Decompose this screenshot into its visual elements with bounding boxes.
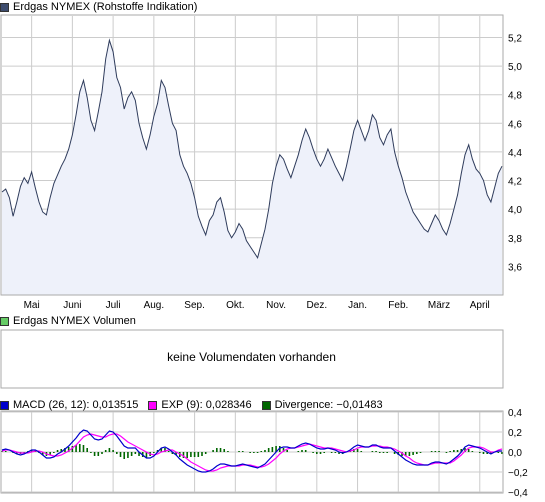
price-xtick-label: Nov. bbox=[266, 300, 286, 311]
price-ytick-label: 3,6 bbox=[508, 262, 522, 273]
macd-ytick-label: −0,4 bbox=[508, 488, 528, 499]
price-xtick-label: Aug. bbox=[144, 300, 165, 311]
price-ytick-label: 4,0 bbox=[508, 205, 522, 216]
macd-line bbox=[1, 429, 502, 473]
volume-legend-swatch bbox=[0, 316, 9, 326]
price-line bbox=[1, 38, 503, 260]
price-xtick-label: Juli bbox=[106, 300, 121, 311]
price-ytick-label: 4,8 bbox=[508, 91, 522, 102]
macd-ytick-label: 0,0 bbox=[508, 448, 522, 459]
price-ytick-label: 5,0 bbox=[508, 62, 522, 73]
price-chart: 5,2 5,0 4,8 4,6 4,4 4,2 4,0 3,8 3,6 Mai Juni Juli A… bbox=[0, 14, 522, 311]
volume-legend: Erdgas NYMEX Volumen bbox=[0, 314, 136, 328]
price-xtick-label: Sep. bbox=[184, 300, 205, 311]
macd-label: MACD (26, 12): 0,013515 bbox=[13, 399, 139, 411]
macd-plot-frame bbox=[0, 410, 504, 494]
exp-swatch bbox=[148, 400, 158, 410]
exp-label: EXP (9): 0,028346 bbox=[161, 399, 252, 411]
exp-line bbox=[1, 433, 503, 472]
macd-legend: MACD (26, 12): 0,013515 EXP (9): 0,02834… bbox=[0, 398, 393, 412]
macd-legend-item: MACD (26, 12): 0,013515 bbox=[0, 399, 138, 411]
price-xtick-label: Mai bbox=[24, 300, 40, 311]
volume-empty-message: keine Volumendaten vorhanden bbox=[167, 350, 336, 364]
price-legend-swatch bbox=[0, 2, 9, 12]
price-legend-label: Erdgas NYMEX (Rohstoffe Indikation) bbox=[13, 1, 198, 13]
price-plot-frame bbox=[0, 14, 504, 296]
macd-swatch bbox=[0, 400, 9, 410]
volume-chart bbox=[0, 329, 504, 389]
price-xtick-label: Dez. bbox=[307, 300, 328, 311]
price-xtick-label: März bbox=[428, 300, 450, 311]
price-xtick-label: Juni bbox=[63, 300, 81, 311]
price-ytick-label: 4,4 bbox=[508, 148, 522, 159]
price-ytick-label: 3,8 bbox=[508, 234, 522, 245]
macd-ytick-label: 0,4 bbox=[508, 408, 522, 419]
price-area bbox=[2, 40, 502, 295]
price-xtick-label: Feb. bbox=[388, 300, 408, 311]
price-ytick-label: 5,2 bbox=[508, 33, 522, 44]
exp-legend-item: EXP (9): 0,028346 bbox=[148, 399, 252, 411]
volume-legend-label: Erdgas NYMEX Volumen bbox=[13, 315, 136, 327]
divergence-label: Divergence: −0,01483 bbox=[274, 399, 383, 411]
price-ytick-label: 4,2 bbox=[508, 177, 522, 188]
macd-chart: 0,4 0,2 0,0 −0,2 −0,4 bbox=[0, 408, 528, 499]
price-xtick-label: Okt. bbox=[226, 300, 244, 311]
divergence-legend-item: Divergence: −0,01483 bbox=[261, 399, 383, 411]
price-xtick-label: April bbox=[470, 300, 490, 311]
price-xtick-label: Jan. bbox=[348, 300, 367, 311]
macd-ytick-label: −0,2 bbox=[508, 468, 528, 479]
price-legend: Erdgas NYMEX (Rohstoffe Indikation) bbox=[0, 0, 197, 14]
price-ytick-label: 4,6 bbox=[508, 119, 522, 130]
volume-plot-frame bbox=[0, 329, 504, 389]
macd-ytick-label: 0,2 bbox=[508, 428, 522, 439]
divergence-swatch bbox=[261, 400, 271, 410]
